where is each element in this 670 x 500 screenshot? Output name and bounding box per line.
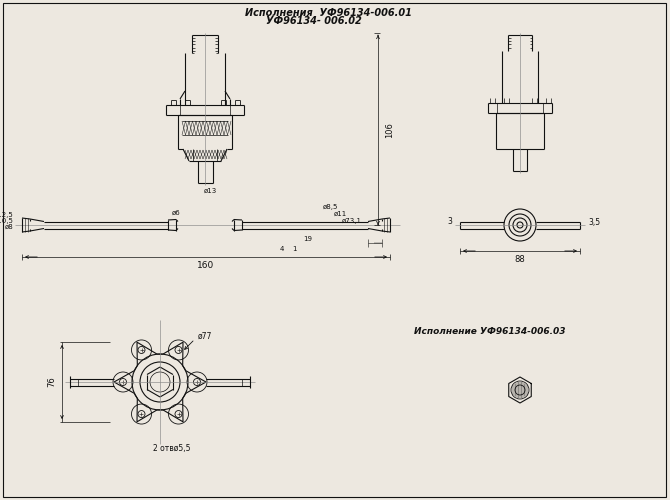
- Text: 4: 4: [280, 246, 284, 252]
- Text: ø8: ø8: [5, 224, 14, 230]
- Text: 2 отвø5,5: 2 отвø5,5: [153, 444, 191, 452]
- Text: ø8,5: ø8,5: [322, 204, 338, 210]
- Text: 19: 19: [304, 236, 312, 242]
- Text: ø6: ø6: [172, 210, 181, 216]
- Text: ø11: ø11: [334, 211, 346, 217]
- Text: 1: 1: [291, 246, 296, 252]
- Text: ø73,1: ø73,1: [342, 218, 362, 224]
- Text: УФ96134- 006.02: УФ96134- 006.02: [266, 16, 362, 26]
- Text: ø13: ø13: [204, 188, 216, 194]
- Text: 76: 76: [47, 376, 56, 388]
- Text: 3: 3: [447, 218, 452, 226]
- Text: Исполнения  УФ96134-006.01: Исполнения УФ96134-006.01: [245, 8, 411, 18]
- Text: 106: 106: [385, 122, 394, 138]
- Text: ø10,5: ø10,5: [0, 218, 14, 224]
- Text: 88: 88: [515, 254, 525, 264]
- Text: Исполнение УФ96134-006.03: Исполнение УФ96134-006.03: [414, 328, 565, 336]
- Text: 160: 160: [198, 260, 214, 270]
- Text: ø12,5: ø12,5: [0, 212, 14, 218]
- Text: 3,5: 3,5: [588, 218, 600, 226]
- Text: ø77: ø77: [198, 332, 212, 340]
